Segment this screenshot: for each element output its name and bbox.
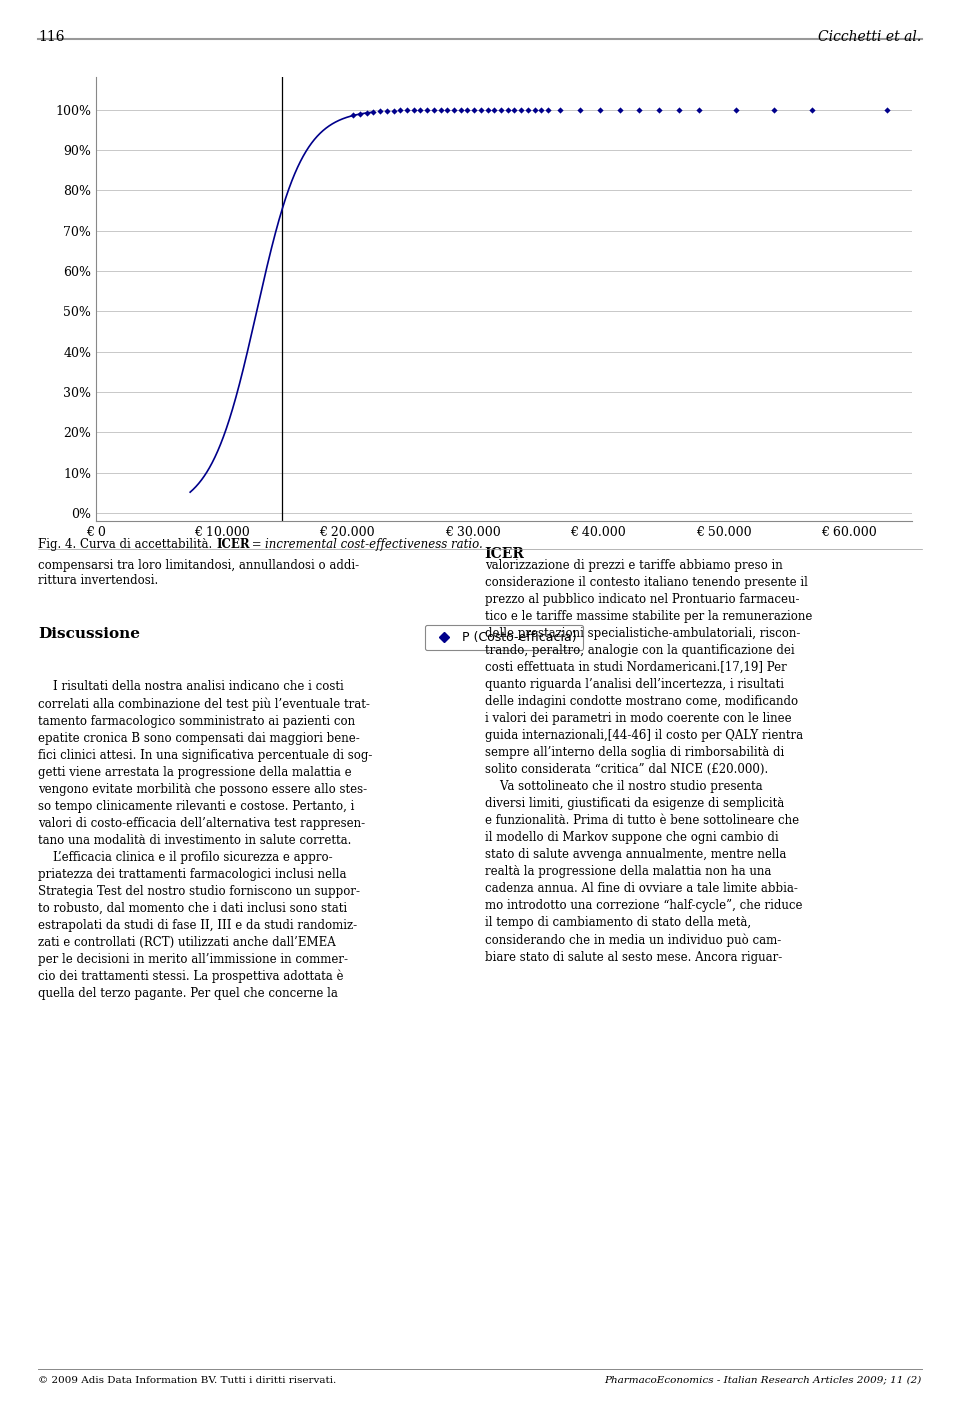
Point — [460, 99, 475, 121]
Point — [507, 99, 522, 121]
Point — [393, 99, 408, 121]
Point — [632, 99, 647, 121]
Text: ICER: ICER — [216, 538, 250, 551]
Point — [420, 99, 435, 121]
Point — [766, 99, 781, 121]
Point — [359, 101, 374, 124]
Point — [426, 99, 442, 121]
Point — [487, 99, 502, 121]
Point — [553, 99, 568, 121]
Point — [540, 99, 556, 121]
Point — [804, 99, 819, 121]
Point — [729, 99, 744, 121]
Point — [406, 99, 421, 121]
Point — [453, 99, 468, 121]
Text: incremental cost-effectiveness ratio.: incremental cost-effectiveness ratio. — [265, 538, 483, 551]
Point — [652, 99, 667, 121]
Text: valorizzazione di prezzi e tariffe abbiamo preso in
considerazione il contesto i: valorizzazione di prezzi e tariffe abbia… — [485, 559, 812, 963]
Point — [520, 99, 536, 121]
Point — [352, 103, 368, 125]
Point — [433, 99, 448, 121]
Point — [366, 101, 381, 124]
Legend: P (Costo-efficacia): P (Costo-efficacia) — [425, 625, 583, 650]
Point — [612, 99, 627, 121]
Point — [379, 100, 395, 122]
Text: compensarsi tra loro limitandosi, annullandosi o addi-
rittura invertendosi.: compensarsi tra loro limitandosi, annull… — [38, 559, 360, 587]
Text: PharmacoEconomics - Italian Research Articles 2009; 11 (2): PharmacoEconomics - Italian Research Art… — [605, 1376, 922, 1384]
Point — [386, 100, 401, 122]
Point — [467, 99, 482, 121]
Point — [534, 99, 549, 121]
Text: © 2009 Adis Data Information BV. Tutti i diritti riservati.: © 2009 Adis Data Information BV. Tutti i… — [38, 1376, 337, 1384]
Text: =: = — [248, 538, 265, 551]
Point — [514, 99, 529, 121]
Point — [480, 99, 495, 121]
Point — [413, 99, 428, 121]
Point — [671, 99, 686, 121]
Text: I risultati della nostra analisi indicano che i costi
correlati alla combinazion: I risultati della nostra analisi indican… — [38, 680, 372, 1001]
Point — [592, 99, 608, 121]
X-axis label: ICER: ICER — [484, 548, 524, 562]
Point — [346, 104, 361, 127]
Point — [572, 99, 588, 121]
Text: Discussione: Discussione — [38, 627, 140, 641]
Point — [440, 99, 455, 121]
Point — [372, 100, 388, 122]
Point — [493, 99, 509, 121]
Point — [879, 99, 895, 121]
Text: Fig. 4. Curva di accettabilità.: Fig. 4. Curva di accettabilità. — [38, 538, 216, 551]
Text: 116: 116 — [38, 30, 65, 44]
Point — [473, 99, 489, 121]
Point — [691, 99, 707, 121]
Point — [527, 99, 542, 121]
Point — [446, 99, 462, 121]
Text: Cicchetti et al.: Cicchetti et al. — [818, 30, 922, 44]
Point — [399, 99, 415, 121]
Point — [500, 99, 516, 121]
